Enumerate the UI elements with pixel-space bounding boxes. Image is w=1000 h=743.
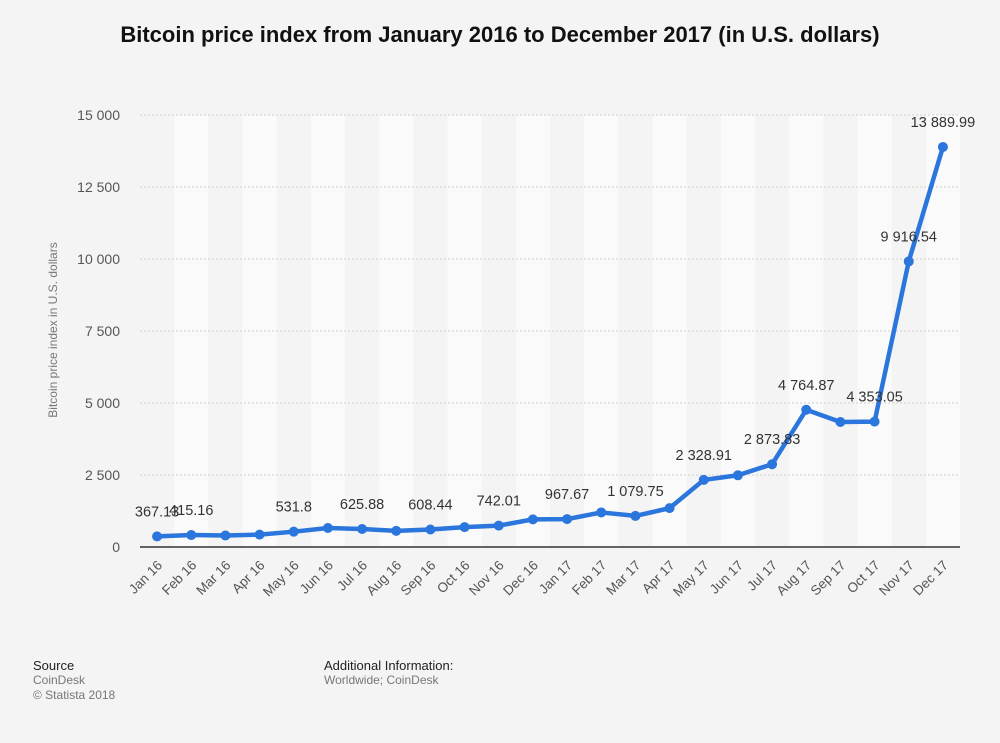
data-point[interactable] — [459, 522, 470, 533]
plot-band — [857, 115, 892, 547]
x-tick-label: Jan 17 — [536, 558, 575, 597]
data-point[interactable] — [664, 503, 675, 514]
data-point[interactable] — [322, 522, 333, 533]
data-label: 2 328.91 — [676, 448, 732, 464]
additional-info-block: Additional Information: Worldwide; CoinD… — [324, 658, 453, 688]
source-heading: Source — [33, 658, 75, 673]
data-point[interactable] — [527, 514, 538, 525]
data-point[interactable] — [493, 520, 504, 531]
data-point[interactable] — [391, 525, 402, 536]
y-tick-label: 5 000 — [85, 395, 120, 411]
y-tick-label: 7 500 — [85, 323, 120, 339]
data-point[interactable] — [937, 141, 948, 152]
x-tick-label: Sep 17 — [808, 558, 849, 599]
data-label: 367.13 — [135, 504, 179, 520]
data-point[interactable] — [732, 470, 743, 481]
data-label: 2 873.83 — [744, 432, 800, 448]
data-point[interactable] — [152, 531, 163, 542]
data-point[interactable] — [596, 507, 607, 518]
data-point[interactable] — [801, 404, 812, 415]
data-label: 625.88 — [340, 497, 384, 513]
x-tick-label: Jun 17 — [707, 558, 746, 597]
data-label: 608.44 — [408, 497, 452, 513]
x-tick-label: Jun 16 — [297, 558, 336, 597]
x-tick-label: Aug 17 — [774, 558, 815, 599]
data-point[interactable] — [562, 514, 573, 525]
data-label: 9 916.54 — [881, 229, 937, 245]
series — [152, 141, 948, 542]
data-point[interactable] — [254, 529, 265, 540]
data-point[interactable] — [288, 526, 299, 537]
x-tick-label: Feb 16 — [159, 558, 199, 598]
x-tick-label: Dec 16 — [500, 558, 541, 599]
series-line — [154, 144, 946, 539]
data-point[interactable] — [630, 510, 641, 521]
x-tick-label: May 16 — [260, 558, 302, 600]
data-point[interactable] — [698, 474, 709, 485]
source-block: Source CoinDesk © Statista 2018 — [33, 658, 115, 703]
x-tick-label: Dec 17 — [910, 558, 951, 599]
data-point[interactable] — [220, 530, 231, 541]
x-tick-label: Nov 16 — [466, 558, 507, 599]
x-tick-label: Mar 16 — [193, 558, 233, 598]
x-tick-label: Sep 16 — [398, 558, 439, 599]
y-axis-label: Bitcoin price index in U.S. dollars — [46, 242, 60, 417]
x-tick-label: May 17 — [670, 558, 712, 600]
data-label: 742.01 — [477, 494, 521, 510]
additional-heading: Additional Information: — [324, 658, 454, 673]
data-label: 415.16 — [169, 503, 213, 519]
x-tick-label: Oct 16 — [434, 558, 473, 597]
y-tick-label: 10 000 — [77, 251, 120, 267]
data-label: 531.8 — [276, 500, 312, 516]
line-chart: 0 2 500 5 000 7 500 10 000 12 500 15 000 Bitco… — [46, 107, 975, 600]
y-tick-label: 12 500 — [77, 179, 120, 195]
data-label: 967.67 — [545, 487, 589, 503]
plot-band — [242, 115, 277, 547]
copyright: © Statista 2018 — [33, 688, 116, 702]
y-tick-label: 2 500 — [85, 467, 120, 483]
y-tick-label: 0 — [112, 539, 120, 555]
chart-title: Bitcoin price index from January 2016 to… — [120, 22, 880, 47]
data-point[interactable] — [186, 530, 197, 541]
data-label: 1 079.75 — [607, 484, 663, 500]
data-label: 4 353.05 — [846, 390, 902, 406]
data-point[interactable] — [767, 459, 778, 470]
data-point[interactable] — [869, 416, 880, 427]
y-tick-label: 15 000 — [77, 107, 120, 123]
y-axis: 0 2 500 5 000 7 500 10 000 12 500 15 000 — [77, 107, 120, 555]
source-name[interactable]: CoinDesk — [33, 673, 86, 687]
data-point[interactable] — [835, 417, 846, 428]
plot-band — [310, 115, 345, 547]
x-tick-label: Aug 16 — [364, 558, 405, 599]
plot-band — [174, 115, 209, 547]
data-point[interactable] — [903, 256, 914, 267]
x-tick-label: Mar 17 — [603, 558, 643, 598]
x-tick-label: Feb 17 — [569, 558, 609, 598]
data-point[interactable] — [425, 524, 436, 535]
x-tick-label: Nov 17 — [876, 558, 917, 599]
additional-text: Worldwide; CoinDesk — [324, 673, 439, 687]
x-tick-label: Jan 16 — [126, 558, 165, 597]
data-label: 13 889.99 — [911, 115, 976, 131]
x-tick-label: Oct 17 — [844, 558, 883, 597]
grid-lines — [140, 114, 960, 476]
plot-band — [789, 115, 824, 547]
data-point[interactable] — [357, 523, 368, 534]
data-label: 4 764.87 — [778, 378, 834, 394]
